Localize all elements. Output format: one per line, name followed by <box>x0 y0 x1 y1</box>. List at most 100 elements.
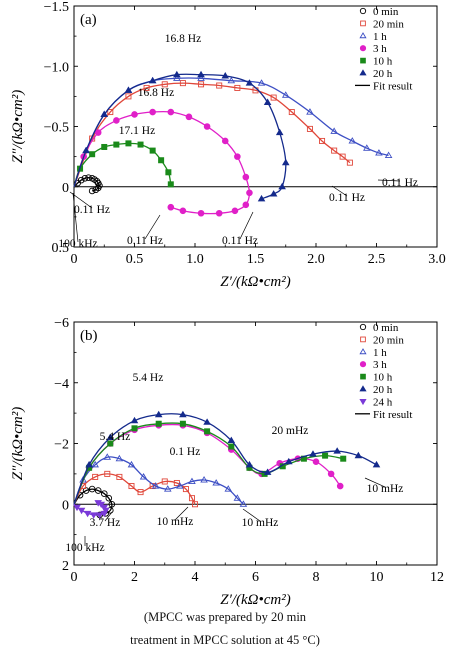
legend-entry: Fit result <box>373 80 412 92</box>
x-axis-label: Z′/(kΩ•cm²) <box>220 592 291 608</box>
data-point <box>179 80 186 87</box>
data-point <box>197 74 205 81</box>
legend-marker <box>359 385 367 392</box>
data-point <box>130 416 139 424</box>
data-point <box>106 433 115 440</box>
caption-line-1: (MPCC was prepared by 20 min <box>143 610 307 624</box>
data-point <box>227 436 236 444</box>
data-point <box>143 84 150 91</box>
x-tick-label: 10 <box>370 570 384 585</box>
y-tick-label: −1.0 <box>44 60 69 75</box>
data-point <box>215 209 223 217</box>
data-point <box>233 494 242 501</box>
data-point <box>167 203 175 211</box>
data-point <box>327 470 335 478</box>
data-point <box>346 159 353 166</box>
data-point <box>131 425 138 432</box>
data-point <box>322 452 329 459</box>
data-point <box>306 125 313 132</box>
data-point <box>203 418 211 425</box>
data-point <box>91 460 99 468</box>
data-point <box>155 420 162 427</box>
data-point <box>148 76 157 84</box>
data-point <box>113 117 120 124</box>
data-point <box>77 176 85 184</box>
data-point <box>224 485 233 492</box>
data-point <box>88 187 96 195</box>
legend-entry: 20 min <box>373 18 404 30</box>
data-point <box>227 76 236 84</box>
panel-a: 0 0.5 1.0 1.5 2.0 2.5 3.0−1.5−1.0−0.500.5Z′/(k… <box>10 0 446 290</box>
fit-curve-2 <box>73 82 351 188</box>
annotation-leader <box>242 508 261 522</box>
data-point <box>246 189 253 197</box>
data-point <box>330 127 338 134</box>
data-point <box>161 478 168 485</box>
y-tick-label: 0.5 <box>52 241 70 256</box>
data-point <box>82 146 90 154</box>
data-point <box>263 98 272 105</box>
data-point <box>149 108 156 116</box>
data-point <box>245 460 254 468</box>
data-point <box>94 487 102 494</box>
data-point <box>270 94 277 101</box>
data-point <box>269 190 278 197</box>
data-point <box>154 410 163 418</box>
y-tick-label: 2 <box>62 559 69 574</box>
annotation-label: 0.11 Hz <box>382 177 418 189</box>
data-point <box>245 79 254 86</box>
data-point <box>94 129 102 136</box>
legend-marker <box>359 398 367 406</box>
y-tick-label: 0 <box>62 498 69 513</box>
x-tick-label: 0 <box>71 252 78 267</box>
legend-marker <box>360 57 366 64</box>
legend-entry: 3 h <box>373 43 387 55</box>
data-point <box>101 143 108 150</box>
x-tick-label: 2 <box>131 570 138 585</box>
data-point <box>309 450 317 457</box>
data-point <box>263 468 272 475</box>
annotation-label: 10 mHz <box>157 516 194 528</box>
data-point <box>239 500 248 507</box>
data-point <box>104 470 111 477</box>
data-point <box>107 109 114 116</box>
legend-marker <box>359 7 367 15</box>
y-axis-label: Z″/(kΩ•cm²) <box>10 90 26 164</box>
data-point <box>77 507 86 515</box>
data-point <box>284 457 293 465</box>
legend-marker <box>359 45 367 52</box>
y-tick-label: 0 <box>62 181 69 196</box>
data-point <box>105 494 113 502</box>
y-tick-label: −1.5 <box>44 0 69 15</box>
annotation-leader <box>174 506 189 521</box>
data-point <box>173 70 181 78</box>
annotation-label: 100 kHz <box>65 542 104 554</box>
data-point <box>333 447 341 454</box>
data-point <box>116 473 123 480</box>
x-tick-label: 4 <box>192 570 199 585</box>
x-tick-label: 3.0 <box>428 252 446 267</box>
data-point <box>198 81 205 88</box>
data-point <box>354 451 363 459</box>
annotation-leader <box>239 211 254 240</box>
legend-entry: 10 h <box>373 56 393 68</box>
legend-marker <box>359 69 367 76</box>
annotation-label: 20 mHz <box>272 425 309 437</box>
panel-b: 0 2 4 6 8 10 12−6−4−202Z′/(kΩ•cm²)Z″/(kΩ•cm²)(… <box>10 316 444 608</box>
legend-marker <box>359 323 367 331</box>
x-tick-label: 2.5 <box>368 252 386 267</box>
data-point <box>92 186 100 194</box>
x-tick-label: 2.0 <box>307 252 325 267</box>
data-point <box>127 460 136 468</box>
fit-curve-1 <box>73 488 113 516</box>
data-point <box>124 86 133 93</box>
annotation-label: 16.8 Hz <box>138 87 174 99</box>
data-point <box>312 458 320 466</box>
x-tick-label: 1.5 <box>247 252 265 267</box>
data-point <box>188 477 196 485</box>
annotation-leader <box>144 214 161 240</box>
data-point <box>89 512 98 519</box>
annotation-label: 10 mHz <box>242 517 279 529</box>
